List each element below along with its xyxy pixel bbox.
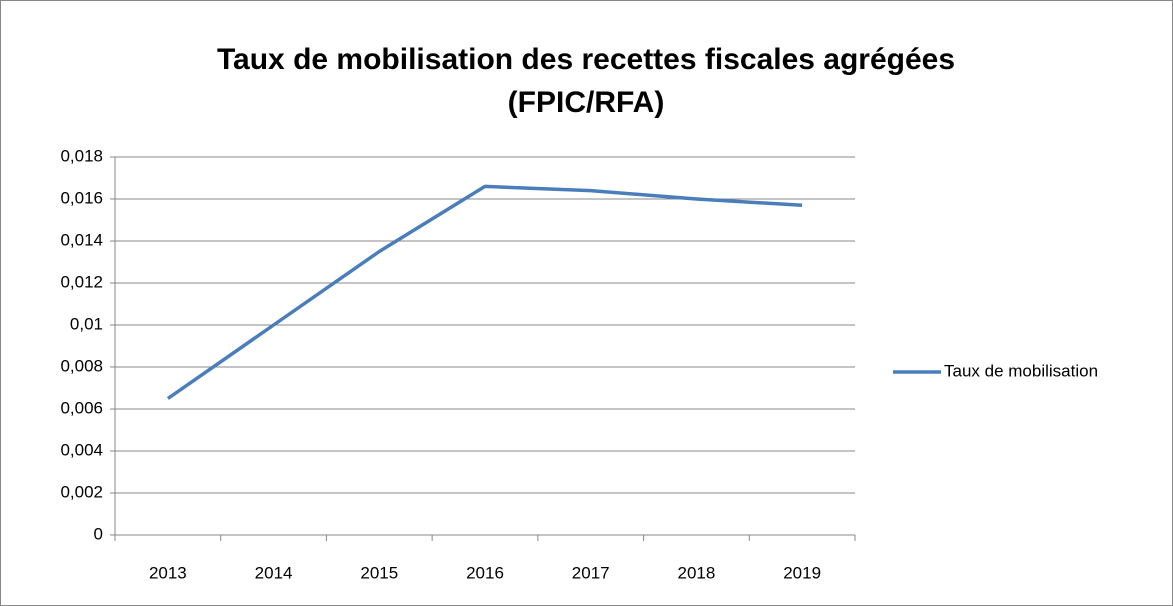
x-tick-label: 2019 bbox=[783, 563, 821, 582]
x-tick-label: 2013 bbox=[149, 563, 187, 582]
x-tick-label: 2017 bbox=[572, 563, 610, 582]
legend-label: Taux de mobilisation bbox=[944, 361, 1098, 380]
y-tick-label: 0,012 bbox=[60, 272, 103, 291]
chart-title: Taux de mobilisation des recettes fiscal… bbox=[216, 43, 956, 119]
x-tick-label: 2016 bbox=[466, 563, 504, 582]
y-tick-label: 0,018 bbox=[60, 146, 103, 165]
y-tick-label: 0,004 bbox=[60, 440, 103, 459]
x-tick-label: 2014 bbox=[255, 563, 293, 582]
y-tick-label: 0,008 bbox=[60, 356, 103, 375]
x-tick-label: 2015 bbox=[360, 563, 398, 582]
y-tick-label: 0,016 bbox=[60, 188, 103, 207]
y-tick-label: 0,01 bbox=[70, 314, 103, 333]
x-tick-label: 2018 bbox=[678, 563, 716, 582]
data-line bbox=[166, 184, 803, 400]
y-tick-label: 0 bbox=[94, 524, 103, 543]
y-tick-label: 0,014 bbox=[60, 230, 103, 249]
y-tick-label: 0,006 bbox=[60, 398, 103, 417]
y-tick-label: 0,002 bbox=[60, 482, 103, 501]
